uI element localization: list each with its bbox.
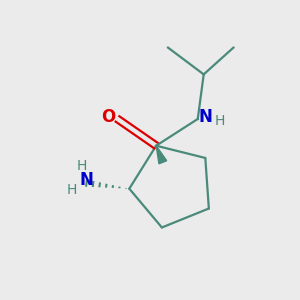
Text: N: N xyxy=(198,108,212,126)
Text: H: H xyxy=(215,114,225,128)
Text: O: O xyxy=(101,109,116,127)
Polygon shape xyxy=(156,146,167,164)
Text: H: H xyxy=(76,159,87,173)
Text: N: N xyxy=(80,171,94,189)
Text: H: H xyxy=(66,183,76,197)
